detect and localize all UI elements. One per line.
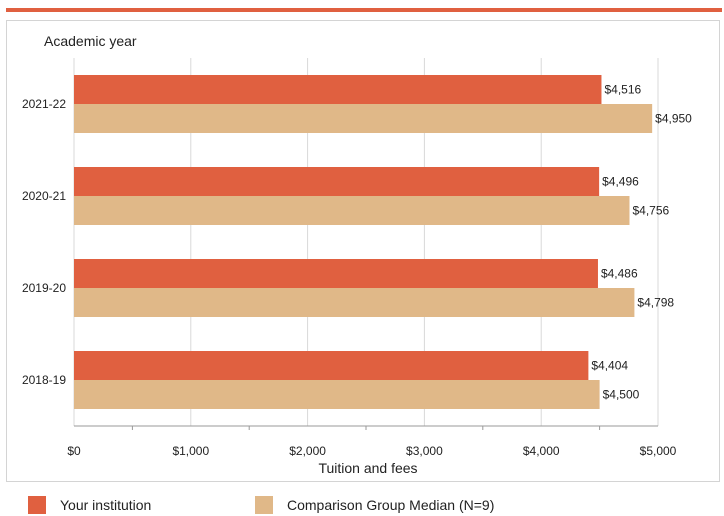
value-label-your-institution-2018-19: $4,404 — [591, 359, 628, 373]
bar-your-institution-2018-19 — [74, 351, 589, 380]
bars-group — [74, 75, 653, 409]
bar-comparison-group-2020-21 — [74, 196, 630, 225]
value-label-comparison-group-2021-22: $4,950 — [655, 112, 692, 126]
value-label-your-institution-2020-21: $4,496 — [602, 175, 639, 189]
legend-item-your-institution: Your institution — [28, 496, 151, 514]
bar-comparison-group-2021-22 — [74, 104, 653, 133]
chart-frame — [6, 20, 720, 482]
category-label-2020-21: 2020-21 — [22, 189, 66, 203]
x-tick-label-0: $0 — [67, 444, 81, 458]
value-label-comparison-group-2018-19: $4,500 — [603, 388, 640, 402]
bar-your-institution-2020-21 — [74, 167, 600, 196]
x-tick-label-2: $2,000 — [289, 444, 326, 458]
value-label-comparison-group-2020-21: $4,756 — [633, 204, 670, 218]
x-tick-label-3: $3,000 — [406, 444, 443, 458]
labels-group: $0 $1,000 $2,000 $3,000 $4,000 $5,000 2021-22 $… — [22, 83, 692, 459]
bar-comparison-group-2019-20 — [74, 288, 635, 317]
legend-label-comparison-group: Comparison Group Median (N=9) — [287, 497, 495, 513]
value-label-comparison-group-2019-20: $4,798 — [637, 296, 674, 310]
category-label-2018-19: 2018-19 — [22, 373, 66, 387]
x-axis-title: Tuition and fees — [318, 460, 417, 476]
category-label-2021-22: 2021-22 — [22, 97, 66, 111]
legend-swatch-comparison-group — [255, 496, 273, 514]
x-tick-label-4: $4,000 — [523, 444, 560, 458]
value-label-your-institution-2019-20: $4,486 — [601, 267, 638, 281]
category-label-2019-20: 2019-20 — [22, 281, 66, 295]
legend-swatch-your-institution — [28, 496, 46, 514]
value-label-your-institution-2021-22: $4,516 — [604, 83, 641, 97]
legend-label-your-institution: Your institution — [60, 497, 152, 513]
legend-item-comparison-group: Comparison Group Median (N=9) — [255, 496, 494, 514]
x-tick-label-1: $1,000 — [172, 444, 209, 458]
y-axis-title: Academic year — [44, 33, 137, 49]
bar-your-institution-2019-20 — [74, 259, 598, 288]
legend: Your institution Comparison Group Median… — [0, 491, 724, 516]
bar-comparison-group-2018-19 — [74, 380, 600, 409]
x-tick-label-5: $5,000 — [640, 444, 677, 458]
header-accent-bar — [6, 8, 722, 12]
bar-your-institution-2021-22 — [74, 75, 602, 104]
tuition-bar-chart: $0 $1,000 $2,000 $3,000 $4,000 $5,000 2021-22 $… — [22, 33, 692, 476]
